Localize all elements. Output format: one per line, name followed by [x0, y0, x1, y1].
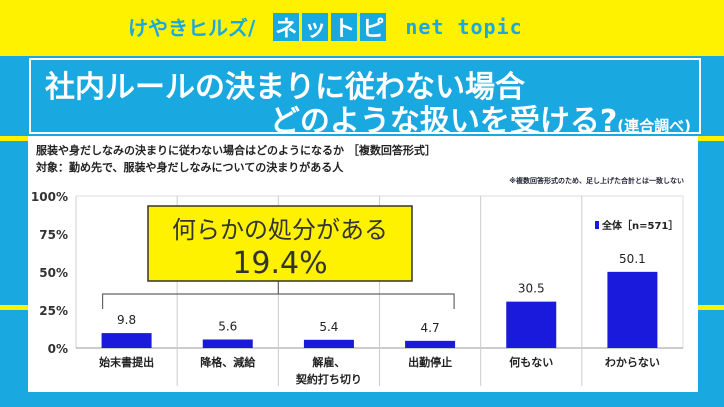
value-label: 5.6	[218, 319, 237, 333]
y-tick-label: 25%	[39, 304, 68, 318]
title-line1: 社内ルールの決まりに従わない場合	[45, 70, 525, 105]
value-label: 9.8	[117, 313, 136, 327]
annotation-box	[147, 205, 413, 282]
note: ※複数回答形式のため、足し上げた合計とは一致しない	[509, 177, 684, 185]
brand-box: ピ	[360, 12, 387, 42]
brand-box: ネ	[273, 12, 300, 42]
annotation-line2: 19.4%	[232, 246, 327, 281]
bar	[202, 339, 253, 348]
brand-box: ッ	[302, 12, 329, 42]
title-line2: どのような扱いを受ける?(連合調べ)	[270, 96, 691, 140]
title-box: 社内ルールの決まりに従わない場合 どのような扱いを受ける?(連合調べ)	[29, 58, 701, 139]
target: 対象：勤め先で、服装や身だしなみについての決まりがある人	[36, 161, 344, 174]
title-source: (連合調べ)	[617, 117, 691, 135]
value-label: 5.4	[319, 320, 338, 334]
bar	[607, 271, 658, 348]
brand-kana: けやきヒルズ/	[128, 16, 256, 40]
category-label: 解雇、	[312, 355, 345, 369]
legend-swatch	[595, 221, 599, 229]
category-label: 何もない	[509, 355, 553, 369]
brand-en: net topic	[405, 14, 523, 39]
category-label: 出勤停止	[408, 355, 452, 369]
y-tick-label: 100%	[31, 190, 68, 204]
bar	[101, 333, 152, 348]
value-label: 30.5	[518, 282, 545, 296]
bar	[506, 301, 557, 348]
y-tick-label: 50%	[39, 266, 68, 280]
question: 服装や身だしなみの決まりに従わない場合はどのようになるか ［複数回答形式］	[36, 144, 436, 157]
category-label: 契約打ち切り	[295, 372, 362, 386]
category-label: 始末書提出	[99, 355, 154, 369]
title-line2-text: どのような扱いを受ける?	[269, 104, 618, 139]
category-label: 降格、減給	[200, 355, 256, 369]
bar	[303, 339, 354, 348]
value-label: 4.7	[421, 321, 440, 335]
y-tick-label: 75%	[39, 228, 68, 242]
chart-panel: 服装や身だしなみの決まりに従わない場合はどのようになるか ［複数回答形式］ 対象…	[28, 136, 698, 392]
value-label: 50.1	[619, 252, 646, 266]
brand-logo: けやきヒルズ/ ネ ッ ト ピ net topic	[128, 12, 523, 42]
legend-label: 全体［n=571］	[601, 219, 678, 232]
brand-box: ト	[331, 12, 358, 42]
y-tick-label: 0%	[48, 342, 68, 356]
bar	[405, 340, 456, 348]
category-label: わからない	[605, 356, 660, 369]
bar-chart: 0% 25% 50% 75% 100% 9.8 始末書提出 5.6 降格、減給 5.4 解雇、契約打…	[31, 190, 684, 386]
annotation-line1: 何らかの処分がある	[172, 216, 388, 244]
